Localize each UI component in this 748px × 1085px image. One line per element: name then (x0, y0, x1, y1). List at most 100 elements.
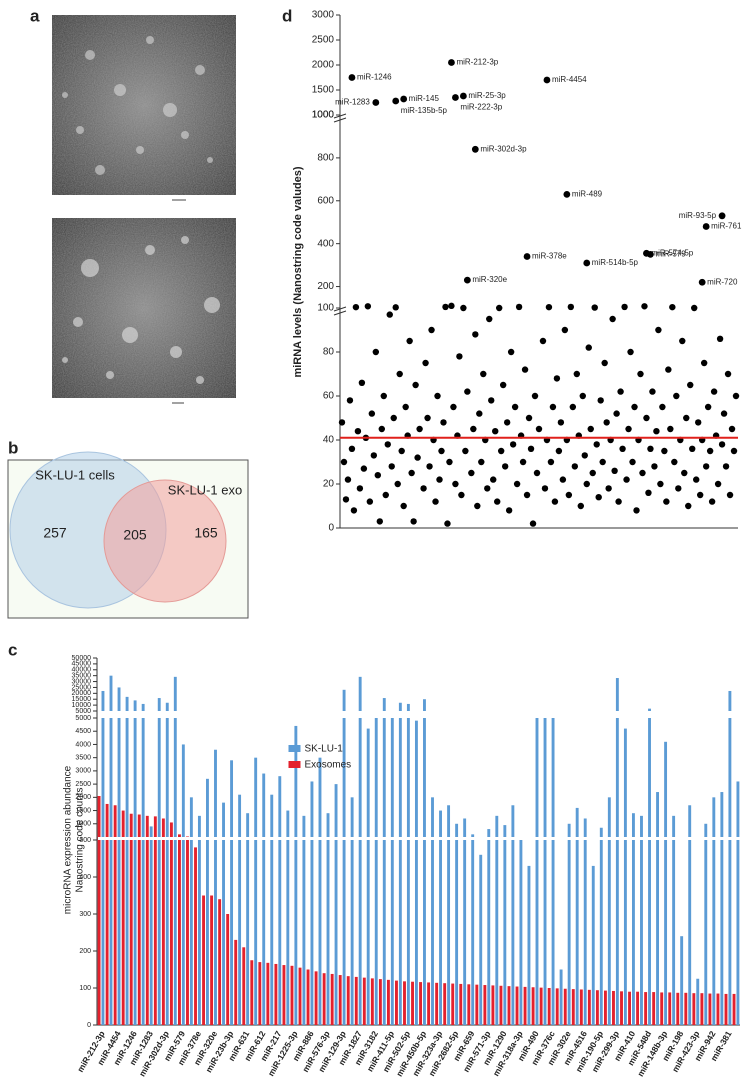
bar (197, 815, 201, 1025)
bar (350, 797, 354, 1025)
y-tick-label: 40 (323, 435, 335, 446)
y-tick-label: 1000 (312, 110, 335, 121)
labeled-point (372, 99, 380, 106)
data-point (681, 469, 688, 477)
data-point (380, 392, 387, 400)
bar (431, 797, 434, 1025)
data-point (696, 491, 704, 499)
bar (664, 741, 668, 1025)
data-point (354, 428, 362, 435)
bar (278, 776, 282, 1025)
data-point (535, 425, 543, 433)
bar (411, 981, 414, 1025)
bar (607, 797, 611, 1025)
y-tick-label: 200 (79, 948, 91, 955)
y-axis-label: microRNA expression abundance (63, 765, 74, 914)
y-tick-label: 400 (79, 874, 91, 881)
data-point (631, 403, 638, 411)
data-point (468, 469, 475, 477)
data-point (505, 507, 513, 514)
data-point (426, 463, 433, 470)
y-tick-label: 5000 (75, 715, 91, 722)
set-label: SK-LU-1 exo (168, 482, 242, 497)
y-tick-label: 35000 (72, 673, 92, 680)
data-point (486, 315, 493, 323)
bar (149, 826, 153, 1025)
bar (672, 815, 676, 1025)
y-tick-label: 30000 (72, 678, 92, 685)
data-point (414, 454, 421, 461)
point-label: miR-1283 (335, 98, 370, 107)
data-point (499, 381, 507, 389)
data-point (695, 419, 702, 426)
data-point (593, 441, 600, 448)
data-point (511, 403, 519, 411)
bar (326, 813, 330, 1025)
data-point (577, 502, 584, 510)
data-point (653, 428, 660, 435)
bar (467, 984, 471, 1025)
data-point (549, 403, 557, 411)
data-point (388, 463, 395, 470)
data-point (687, 381, 694, 389)
bar (218, 899, 222, 1025)
data-point (700, 359, 708, 367)
labeled-point (698, 278, 706, 286)
data-point (424, 414, 431, 422)
y-tick-label: 10000 (72, 702, 92, 709)
labeled-point (452, 94, 459, 101)
y-tick-label: 0 (328, 523, 334, 534)
bar (499, 985, 503, 1025)
data-point (496, 304, 503, 312)
data-point (360, 465, 368, 472)
bar (579, 989, 583, 1025)
bar (704, 823, 708, 1025)
data-point (651, 463, 658, 470)
data-point (539, 337, 547, 345)
data-point (597, 397, 604, 404)
data-point (406, 337, 413, 345)
data-point (573, 370, 581, 378)
data-point (661, 447, 668, 455)
y-tick-label: 2500 (312, 35, 335, 46)
data-point (716, 335, 724, 342)
y-tick-label: 2500 (75, 781, 91, 788)
data-point (571, 463, 579, 470)
labeled-point (348, 74, 356, 81)
bar (306, 969, 310, 1025)
data-point (372, 348, 380, 356)
bar (101, 690, 105, 1025)
data-point (432, 498, 439, 505)
data-point (657, 480, 664, 488)
bar (386, 979, 390, 1025)
bar (575, 807, 579, 1025)
labeled-point (400, 95, 408, 103)
bar (483, 985, 487, 1025)
y-tick-label: 1000 (312, 110, 335, 121)
point-label: miR-4454 (552, 75, 587, 84)
overlap-count: 205 (123, 527, 147, 543)
data-point (673, 392, 680, 400)
bar (129, 813, 133, 1025)
data-point (342, 496, 350, 503)
point-label: miR-720 (707, 277, 738, 286)
point-label: miR-378e (532, 252, 567, 261)
data-point (340, 458, 348, 466)
data-point (643, 414, 650, 422)
bar (165, 702, 169, 1025)
bar (266, 962, 270, 1025)
data-point (374, 472, 382, 479)
bar (358, 676, 362, 1025)
bar (342, 689, 346, 1025)
bar (612, 990, 615, 1025)
y-tick-label: 45000 (72, 661, 92, 668)
labeled-point (471, 145, 479, 153)
data-point (494, 498, 501, 505)
data-point (547, 458, 555, 466)
data-point (649, 388, 656, 395)
bar (595, 990, 599, 1025)
data-point (450, 403, 457, 411)
y-tick-label: 60 (323, 391, 335, 402)
data-point (561, 326, 569, 334)
data-point (513, 480, 521, 488)
